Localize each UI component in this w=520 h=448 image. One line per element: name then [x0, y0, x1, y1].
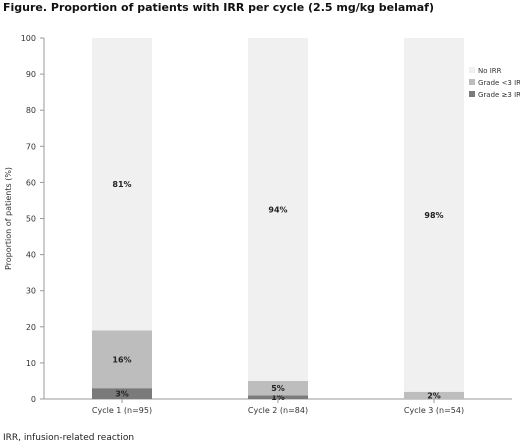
bar-segment-no-irr	[404, 38, 464, 392]
y-tick-label: 100	[21, 34, 36, 43]
figure-footnote: IRR, infusion-related reaction	[3, 433, 135, 443]
figure-title: Figure. Proportion of patients with IRR …	[3, 1, 434, 14]
legend-label: Grade ≥3 IRR	[478, 91, 520, 99]
y-tick-label: 10	[26, 359, 36, 368]
data-label: 81%	[112, 180, 131, 189]
data-label: 94%	[268, 205, 287, 214]
legend-label: No IRR	[478, 67, 502, 75]
y-tick-label: 0	[31, 395, 36, 404]
legend-swatch	[469, 79, 475, 85]
y-tick-label: 60	[26, 178, 36, 187]
y-tick-label: 40	[26, 251, 36, 260]
bar-segment-no-irr	[248, 38, 308, 381]
legend-label: Grade <3 IRR	[478, 79, 520, 87]
bar-segment-grade-lt3	[92, 330, 152, 389]
bar-segment-grade-ge3	[92, 388, 152, 399]
x-tick-label: Cycle 1 (n=95)	[92, 406, 152, 415]
data-label: 16%	[112, 355, 131, 364]
data-label: 1%	[271, 393, 285, 402]
y-tick-label: 50	[26, 215, 36, 224]
y-tick-label: 70	[26, 142, 36, 151]
legend-swatch	[469, 67, 475, 73]
bar-segment-grade-lt3	[248, 380, 308, 396]
y-axis-label: Proportion of patients (%)	[4, 167, 13, 270]
bar-segment-no-irr	[92, 38, 152, 331]
data-label: 5%	[271, 384, 285, 393]
bar-segment-grade-ge3	[248, 395, 308, 399]
y-tick-label: 30	[26, 287, 36, 296]
data-label: 98%	[424, 211, 443, 220]
x-tick-label: Cycle 3 (n=54)	[404, 406, 464, 415]
legend-swatch	[469, 91, 475, 97]
data-label: 3%	[115, 390, 129, 399]
y-tick-label: 80	[26, 106, 36, 115]
bar-segment-grade-lt3	[404, 391, 464, 399]
y-tick-label: 20	[26, 323, 36, 332]
x-tick-label: Cycle 2 (n=84)	[248, 406, 308, 415]
y-tick-label: 90	[26, 70, 36, 79]
data-label: 2%	[427, 391, 441, 400]
